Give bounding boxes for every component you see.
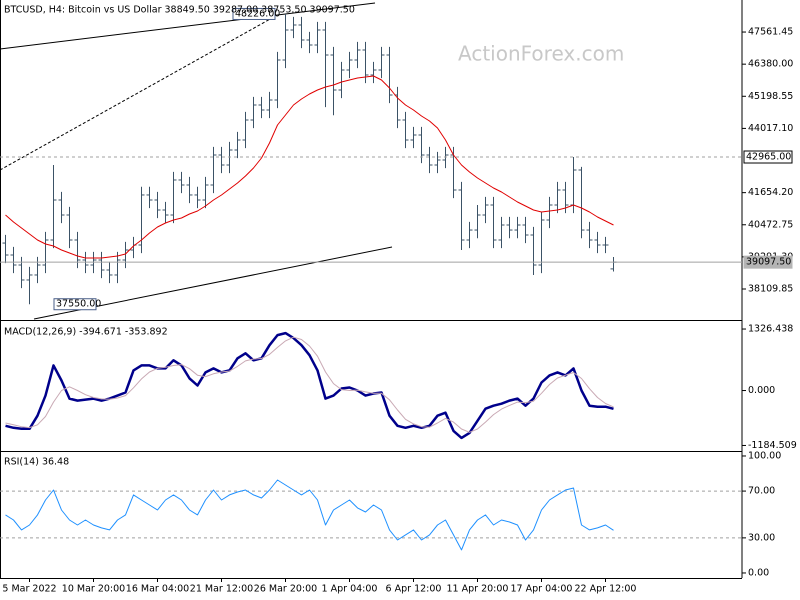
level-label: 42965.00 [746, 152, 791, 163]
level-box [743, 150, 793, 164]
series-line [5, 336, 614, 433]
series-line [5, 479, 614, 551]
y-tick-label: 38109.85 [748, 284, 793, 295]
y-tick-label: 0.00 [748, 567, 769, 578]
x-tick-label: 5 Mar 2022 [2, 584, 56, 595]
x-tick-label: 10 Mar 20:00 [62, 584, 125, 595]
annotation-label: 48226.00 [235, 8, 280, 19]
x-tick-label: 21 Mar 12:00 [190, 584, 253, 595]
panel-title: RSI(14) 36.48 [4, 457, 69, 468]
y-tick-label: 41654.20 [748, 187, 793, 198]
x-tick-label: 16 Mar 04:00 [126, 584, 189, 595]
y-tick-label: 70.00 [748, 486, 775, 497]
x-tick-label: 1 Apr 04:00 [322, 584, 378, 595]
y-tick-label: 0.000 [748, 385, 775, 396]
x-tick-label: 6 Apr 12:00 [386, 584, 442, 595]
level-label: 39097.50 [746, 257, 791, 268]
y-tick-label: 1326.438 [748, 324, 793, 335]
y-tick-label: 30.00 [748, 532, 775, 543]
x-tick-label: 11 Apr 20:00 [447, 584, 509, 595]
panel-title: BTCUSD, H4: Bitcoin vs US Dollar 38849.5… [4, 5, 355, 16]
annotation-box [53, 298, 97, 311]
x-tick-label: 22 Apr 12:00 [575, 584, 637, 595]
x-tick-label: 17 Apr 04:00 [511, 584, 573, 595]
annotation-box [232, 7, 276, 20]
trend-line [0, 2, 376, 50]
y-tick-label: 45198.55 [748, 91, 793, 102]
y-tick-label: -1184.509 [748, 440, 797, 451]
panel-title: MACD(12,26,9) -394.671 -353.892 [4, 327, 168, 338]
y-tick-label: 100.00 [748, 450, 781, 461]
series-line [5, 75, 614, 259]
y-tick-label: 40472.75 [748, 219, 793, 230]
level-box [743, 255, 793, 269]
watermark: ActionForex.com [458, 42, 624, 66]
trend-line-dashed [0, 17, 273, 171]
y-tick-label: 44017.10 [748, 123, 793, 134]
y-tick-label: 47561.45 [748, 27, 793, 38]
annotation-label: 37550.00 [56, 299, 101, 310]
y-tick-label: 46380.00 [748, 59, 793, 70]
x-tick-label: 26 Mar 20:00 [254, 584, 317, 595]
